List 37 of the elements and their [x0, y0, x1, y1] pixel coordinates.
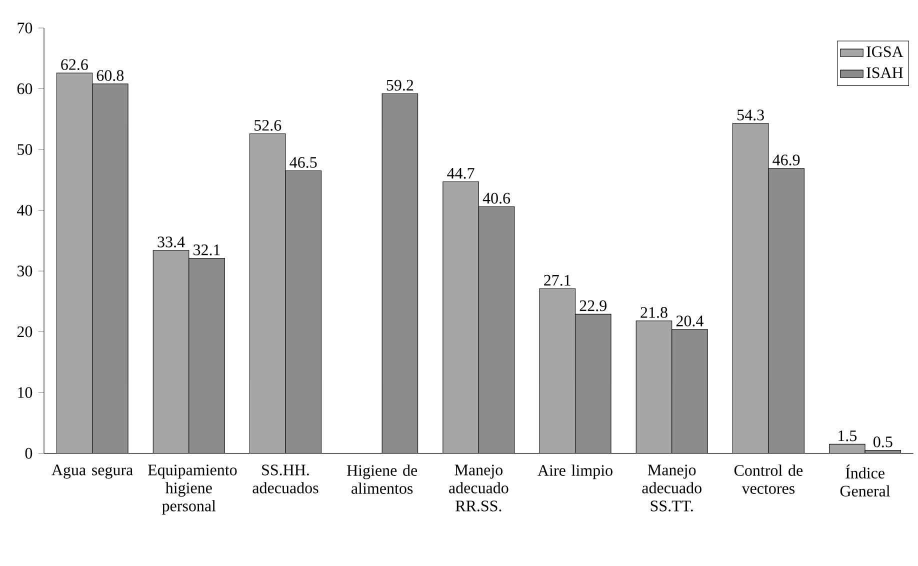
x-tick-label: SS.HH. adecuados [252, 464, 318, 494]
x-tick-label: Manejo adecuado SS.TT. [642, 464, 702, 512]
data-label: 46.9 [772, 154, 800, 166]
x-tick-label: Aire limpio [538, 464, 612, 480]
legend-label: ISAH [866, 67, 903, 78]
y-tick-label: 40 [17, 204, 32, 216]
bar [382, 93, 418, 454]
data-label: 27.1 [544, 274, 570, 286]
y-tick-label: 70 [18, 22, 32, 34]
data-label: 46.5 [290, 157, 317, 168]
y-tick-label: 0 [25, 448, 32, 459]
data-label: 0.5 [874, 436, 892, 448]
y-tick-label: 20 [17, 326, 32, 338]
x-tick-label: Agua segura [52, 464, 133, 479]
data-label: 32.1 [194, 244, 220, 256]
y-tick-label: 30 [17, 266, 32, 276]
y-tick-label: 10 [18, 387, 32, 398]
data-label: 22.9 [580, 300, 606, 312]
y-tick-label: 60 [17, 83, 32, 94]
data-label: 44.7 [447, 168, 474, 179]
data-label: 52.6 [254, 120, 282, 131]
legend-label: IGSA [866, 46, 904, 58]
data-label: 40.6 [482, 192, 510, 204]
x-tick-label: Control de vectores [734, 464, 803, 494]
data-label: 33.4 [158, 236, 185, 248]
x-tick-label: Higiene de alimentos [346, 464, 418, 494]
y-tick-label: 50 [18, 144, 32, 155]
data-label: 62.6 [61, 59, 88, 70]
data-label: 1.5 [838, 430, 857, 442]
x-tick-label: Manejo adecuado RR.SS. [449, 464, 508, 512]
data-label: 20.4 [676, 316, 704, 326]
x-tick-label: Índice General [840, 464, 890, 496]
data-label: 59.2 [386, 80, 414, 91]
x-tick-label: Equipamiento higiene personal [148, 464, 237, 515]
data-label: 60.8 [96, 70, 124, 81]
data-label: 21.8 [640, 307, 668, 318]
data-label: 54.3 [737, 110, 764, 120]
